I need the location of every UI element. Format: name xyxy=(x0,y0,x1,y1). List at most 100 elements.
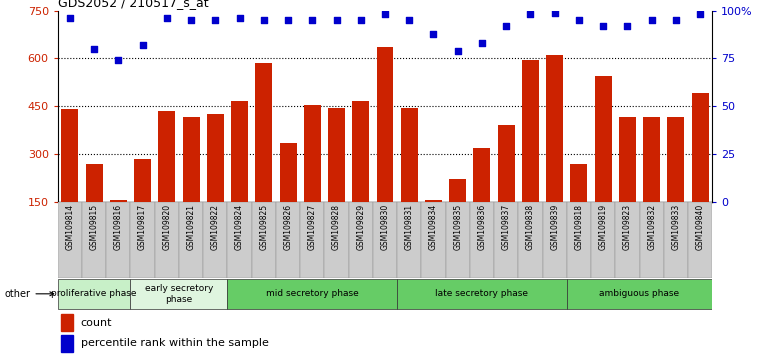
Bar xyxy=(474,148,490,202)
Text: mid secretory phase: mid secretory phase xyxy=(266,289,359,298)
Text: GSM109822: GSM109822 xyxy=(211,204,219,250)
Text: GSM109823: GSM109823 xyxy=(623,204,632,250)
Bar xyxy=(62,109,79,202)
Point xyxy=(306,17,319,23)
Bar xyxy=(85,164,102,202)
Bar xyxy=(134,159,151,202)
Point xyxy=(88,46,100,52)
Text: GSM109815: GSM109815 xyxy=(89,204,99,250)
Bar xyxy=(640,202,664,278)
Point xyxy=(548,10,561,15)
Bar xyxy=(691,93,708,202)
Point xyxy=(282,17,294,23)
Bar xyxy=(591,202,615,278)
Bar xyxy=(179,202,203,278)
Text: GSM109833: GSM109833 xyxy=(671,204,681,250)
Point xyxy=(500,23,512,29)
Bar xyxy=(446,202,470,278)
Bar xyxy=(300,202,324,278)
Bar xyxy=(256,63,273,202)
Text: GSM109832: GSM109832 xyxy=(647,204,656,250)
Point xyxy=(694,12,706,17)
Text: GSM109824: GSM109824 xyxy=(235,204,244,250)
Text: GSM109821: GSM109821 xyxy=(186,204,196,250)
Bar xyxy=(543,202,567,278)
Point xyxy=(185,17,197,23)
Text: GSM109827: GSM109827 xyxy=(308,204,316,250)
Point xyxy=(427,31,440,36)
Point xyxy=(355,17,367,23)
Bar xyxy=(155,202,179,278)
Text: GSM109831: GSM109831 xyxy=(405,204,413,250)
Text: other: other xyxy=(5,289,54,299)
Point xyxy=(161,16,173,21)
Bar xyxy=(397,202,421,278)
Text: GSM109829: GSM109829 xyxy=(357,204,365,250)
Text: GSM109818: GSM109818 xyxy=(574,204,584,250)
Bar xyxy=(304,105,321,202)
Point xyxy=(670,17,682,23)
Text: GDS2052 / 210517_s_at: GDS2052 / 210517_s_at xyxy=(58,0,209,10)
Point xyxy=(476,40,488,46)
Text: count: count xyxy=(81,318,112,327)
Point xyxy=(403,17,415,23)
Bar xyxy=(567,202,591,278)
Point xyxy=(136,42,149,48)
Text: percentile rank within the sample: percentile rank within the sample xyxy=(81,338,269,348)
Point xyxy=(451,48,464,53)
Bar xyxy=(252,202,276,278)
Text: GSM109838: GSM109838 xyxy=(526,204,535,250)
Text: late secretory phase: late secretory phase xyxy=(436,289,528,298)
Bar xyxy=(328,108,345,202)
Text: early secretory
phase: early secretory phase xyxy=(145,284,213,303)
Bar xyxy=(182,118,199,202)
Bar xyxy=(58,279,130,309)
Point xyxy=(64,16,76,21)
Bar xyxy=(82,202,106,278)
Text: GSM109814: GSM109814 xyxy=(65,204,75,250)
Text: GSM109817: GSM109817 xyxy=(138,204,147,250)
Bar xyxy=(349,202,373,278)
Bar xyxy=(159,111,176,202)
Bar xyxy=(61,335,73,352)
Bar xyxy=(571,164,588,202)
Text: GSM109839: GSM109839 xyxy=(551,204,559,250)
Bar xyxy=(688,202,712,278)
Text: GSM109820: GSM109820 xyxy=(162,204,172,250)
Text: proliferative phase: proliferative phase xyxy=(52,289,137,298)
Bar xyxy=(353,101,370,202)
Bar xyxy=(546,55,563,202)
Bar xyxy=(227,202,252,278)
Bar xyxy=(400,108,417,202)
Text: GSM109835: GSM109835 xyxy=(454,204,462,250)
Text: GSM109830: GSM109830 xyxy=(380,204,390,250)
Text: GSM109837: GSM109837 xyxy=(502,204,511,250)
Bar xyxy=(373,202,397,278)
Bar xyxy=(425,200,442,202)
Bar xyxy=(518,202,543,278)
Bar xyxy=(207,114,224,202)
Bar xyxy=(643,118,660,202)
Text: GSM109836: GSM109836 xyxy=(477,204,487,250)
Bar xyxy=(397,279,567,309)
Bar xyxy=(110,200,127,202)
Bar xyxy=(567,279,712,309)
Bar xyxy=(619,118,636,202)
Bar xyxy=(130,202,155,278)
Text: GSM109825: GSM109825 xyxy=(259,204,268,250)
Point xyxy=(379,12,391,17)
Point xyxy=(597,23,609,29)
Bar xyxy=(522,60,539,202)
Text: GSM109840: GSM109840 xyxy=(695,204,705,250)
Bar xyxy=(377,47,393,202)
Bar xyxy=(106,202,130,278)
Bar xyxy=(449,179,466,202)
Bar xyxy=(664,202,688,278)
Point xyxy=(573,17,585,23)
Bar xyxy=(594,76,611,202)
Bar xyxy=(276,202,300,278)
Bar xyxy=(280,143,296,202)
Point xyxy=(258,17,270,23)
Text: GSM109834: GSM109834 xyxy=(429,204,438,250)
Bar xyxy=(421,202,446,278)
